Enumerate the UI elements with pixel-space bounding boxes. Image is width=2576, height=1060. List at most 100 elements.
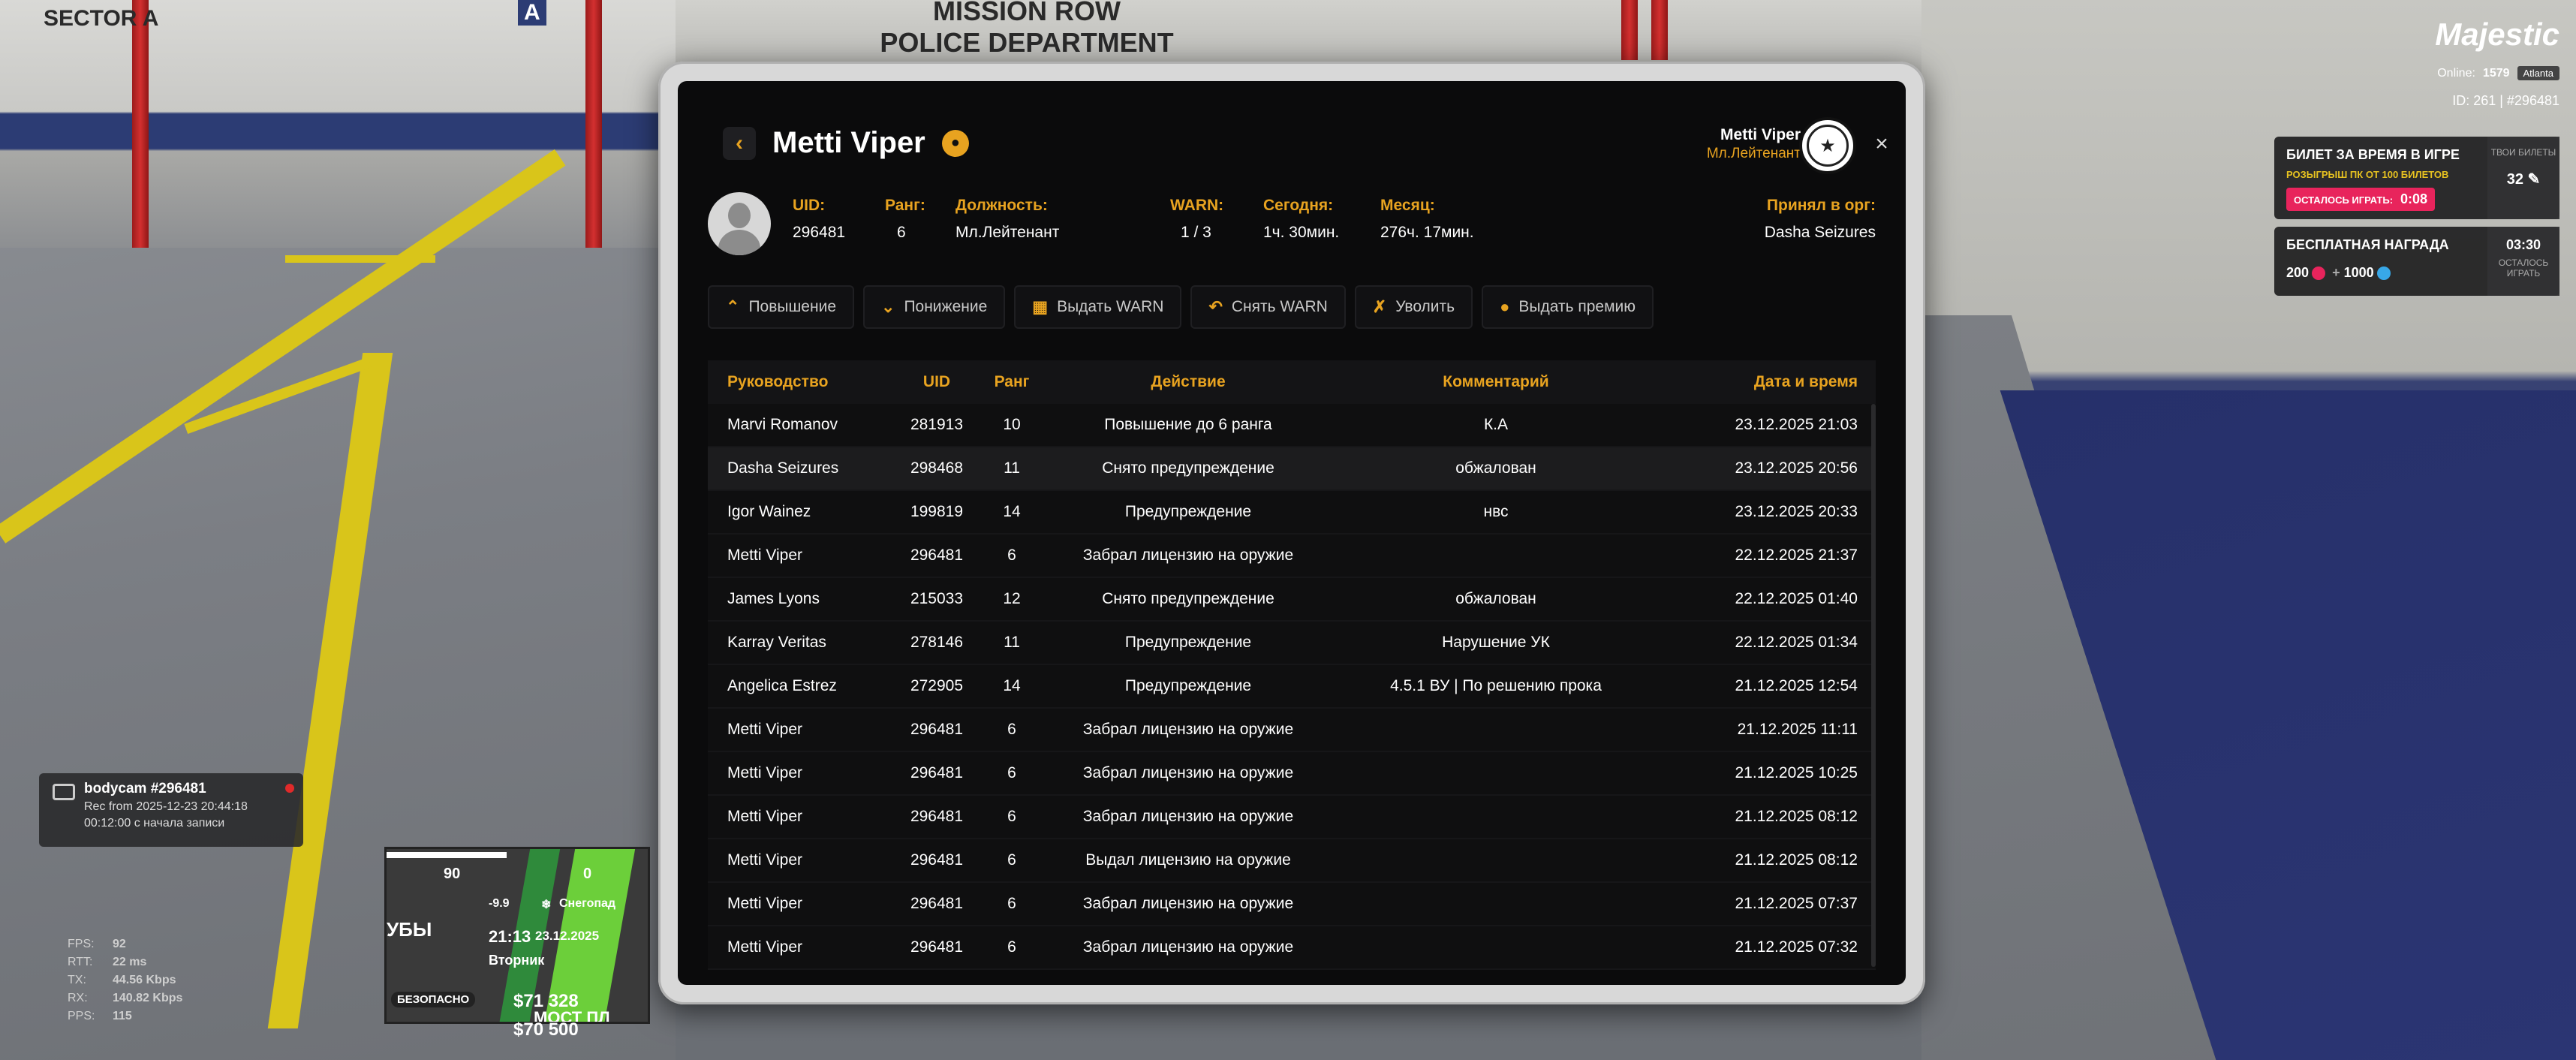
table-cell: Metti Viper bbox=[727, 851, 802, 869]
table-cell: 199819 bbox=[910, 503, 964, 520]
table-cell: 10 bbox=[1003, 416, 1021, 433]
red-pipe bbox=[1621, 0, 1638, 60]
table-cell: Снято предупреждение bbox=[1102, 590, 1274, 607]
table-cell: 215033 bbox=[910, 590, 964, 607]
table-header: Руководство UID Ранг Действие Комментари… bbox=[708, 360, 1876, 404]
table-row[interactable]: Dasha Seizures 298468 11 Снято предупрежден… bbox=[708, 447, 1876, 491]
current-user-rank: Мл.Лейтенант bbox=[1706, 146, 1801, 161]
demote-button[interactable]: ⌄ Понижение bbox=[863, 285, 1006, 329]
table-row[interactable]: Metti Viper 296481 6 Забрал лицензию на ору… bbox=[708, 926, 1876, 970]
back-button[interactable]: ‹ bbox=[723, 126, 756, 160]
building-sign-1: MISSION ROW bbox=[933, 0, 1121, 26]
today-field: Сегодня: 1ч. 30мин. bbox=[1263, 197, 1340, 241]
tablet-frame: ‹ Metti Viper ● Metti Viper Мл.Лейтенант… bbox=[658, 62, 1925, 1004]
coin-pink-icon bbox=[2312, 267, 2326, 281]
server-name: Atlanta bbox=[2517, 66, 2559, 80]
undo-icon: ↶ bbox=[1208, 297, 1223, 316]
table-cell: 11 bbox=[1004, 634, 1020, 651]
give-bonus-button[interactable]: ● Выдать премию bbox=[1482, 285, 1654, 329]
table-cell: 6 bbox=[1007, 547, 1016, 564]
table-row[interactable]: Metti Viper 296481 6 Забрал лицензию на ору… bbox=[708, 883, 1876, 926]
table-cell: James Lyons bbox=[727, 590, 820, 607]
table-cell: Забрал лицензию на оружие bbox=[1082, 764, 1294, 781]
table-row[interactable]: Metti Viper 296481 6 Забрал лицензию на ору… bbox=[708, 796, 1876, 839]
table-cell: Metti Viper bbox=[727, 938, 802, 956]
fire-user-icon: ✗ bbox=[1372, 297, 1387, 316]
table-cell: 11 bbox=[1004, 459, 1020, 477]
close-button[interactable]: × bbox=[1865, 128, 1898, 161]
table-cell: К.А bbox=[1483, 416, 1509, 433]
sector-letter: A bbox=[518, 0, 546, 26]
table-cell: 6 bbox=[1007, 938, 1016, 956]
reward-card[interactable]: БЕСПЛАТНАЯ НАГРАДА 200 + 1000 03:30 ОСТА… bbox=[2274, 227, 2559, 296]
table-cell: 14 bbox=[1003, 503, 1021, 520]
profile-info: UID: 296481 Ранг: 6 Должность: Мл.Лейтен… bbox=[708, 192, 1876, 267]
col-leader: Руководство bbox=[727, 373, 829, 390]
table-cell: нвс bbox=[1483, 503, 1509, 520]
table-cell: 21.12.2025 10:25 bbox=[1735, 764, 1858, 781]
table-cell: 6 bbox=[1007, 851, 1016, 869]
table-cell: 296481 bbox=[910, 721, 964, 738]
minimap: 90 0 УБЫ -9.9 ❄ Снегопад 21:13 23.12.202… bbox=[384, 847, 650, 1024]
table-cell: Предупреждение bbox=[1124, 677, 1252, 694]
user-badge-icon: ● bbox=[941, 129, 969, 157]
rank-field: Ранг: 6 bbox=[885, 197, 925, 241]
table-cell: 296481 bbox=[910, 895, 964, 912]
table-cell: Igor Wainez bbox=[727, 503, 811, 520]
table-cell: Снято предупреждение bbox=[1102, 459, 1274, 477]
table-cell: 21.12.2025 07:32 bbox=[1735, 938, 1858, 956]
fire-button[interactable]: ✗ Уволить bbox=[1354, 285, 1473, 329]
table-cell: Забрал лицензию на оружие bbox=[1082, 895, 1294, 912]
table-cell: 6 bbox=[1007, 895, 1016, 912]
chevron-left-icon: ‹ bbox=[736, 130, 743, 155]
table-cell: 298468 bbox=[910, 459, 964, 477]
seal-star-icon: ★ bbox=[1807, 125, 1849, 167]
table-body[interactable]: Marvi Romanov 281913 10 Повышение до 6 ранг… bbox=[708, 404, 1876, 970]
current-user: Metti Viper Мл.Лейтенант bbox=[1707, 126, 1801, 162]
minimap-bar bbox=[387, 852, 507, 858]
remove-warn-button[interactable]: ↶ Снять WARN bbox=[1190, 285, 1346, 329]
table-cell: 296481 bbox=[910, 764, 964, 781]
table-cell: 12 bbox=[1003, 590, 1021, 607]
table-cell: Karray Veritas bbox=[727, 634, 826, 651]
floor-line bbox=[285, 255, 435, 263]
table-row[interactable]: Metti Viper 296481 6 Выдал лицензию на оруж… bbox=[708, 839, 1876, 883]
drop-icon bbox=[2376, 267, 2391, 281]
current-user-name: Metti Viper bbox=[1720, 126, 1801, 143]
player-id: ID: 261 | #296481 bbox=[2452, 93, 2559, 108]
uid-field: UID: 296481 bbox=[793, 197, 846, 241]
table-cell: 296481 bbox=[910, 851, 964, 869]
table-cell: 296481 bbox=[910, 938, 964, 956]
police-seal-icon: ★ bbox=[1799, 117, 1856, 174]
table-scrollbar[interactable] bbox=[1871, 404, 1876, 967]
table-row[interactable]: Marvi Romanov 281913 10 Повышение до 6 ранг… bbox=[708, 404, 1876, 447]
table-row[interactable]: Metti Viper 296481 6 Забрал лицензию на ору… bbox=[708, 535, 1876, 578]
ticket-card[interactable]: БИЛЕТ ЗА ВРЕМЯ В ИГРЕ РОЗЫГРЫШ ПК ОТ 100… bbox=[2274, 137, 2559, 219]
give-warn-button[interactable]: ▦ Выдать WARN bbox=[1014, 285, 1182, 329]
red-pipe bbox=[1651, 0, 1668, 60]
ticket-timer: ОСТАЛОСЬ ИГРАТЬ: 0:08 bbox=[2286, 188, 2436, 211]
avatar bbox=[708, 192, 771, 255]
table-cell: Angelica Estrez bbox=[727, 677, 837, 694]
warn-field: WARN: 1 / 3 bbox=[1170, 197, 1224, 241]
table-row[interactable]: Metti Viper 296481 6 Забрал лицензию на ору… bbox=[708, 752, 1876, 796]
table-cell: Повышение до 6 ранга bbox=[1104, 416, 1272, 433]
table-cell: Metti Viper bbox=[727, 547, 802, 564]
table-row[interactable]: James Lyons 215033 12 Снято предупреждение о… bbox=[708, 578, 1876, 622]
table-cell: 21.12.2025 12:54 bbox=[1735, 677, 1858, 694]
table-cell: Metti Viper bbox=[727, 721, 802, 738]
promote-button[interactable]: ⌃ Повышение bbox=[708, 285, 854, 329]
table-row[interactable]: Igor Wainez 199819 14 Предупреждение нвс 23.1… bbox=[708, 491, 1876, 535]
bodycam-widget: bodycam #296481 Rec from 2025-12-23 20:4… bbox=[39, 773, 303, 847]
table-cell: 21.12.2025 08:12 bbox=[1735, 851, 1858, 869]
table-row[interactable]: Metti Viper 296481 6 Забрал лицензию на ору… bbox=[708, 709, 1876, 752]
table-cell: 296481 bbox=[910, 808, 964, 825]
month-field: Месяц: 276ч. 17мин. bbox=[1380, 197, 1474, 241]
snow-icon: ❄ bbox=[541, 899, 552, 911]
table-row[interactable]: Angelica Estrez 272905 14 Предупреждение 4.5… bbox=[708, 665, 1876, 709]
accepted-field: Принял в орг: Dasha Seizures bbox=[1764, 197, 1876, 241]
col-rank: Ранг bbox=[994, 373, 1030, 390]
table-cell: 4.5.1 ВУ | По решению прока bbox=[1390, 677, 1602, 694]
table-row[interactable]: Karray Veritas 278146 11 Предупреждение Нару… bbox=[708, 622, 1876, 665]
recording-dot-icon bbox=[285, 784, 294, 793]
